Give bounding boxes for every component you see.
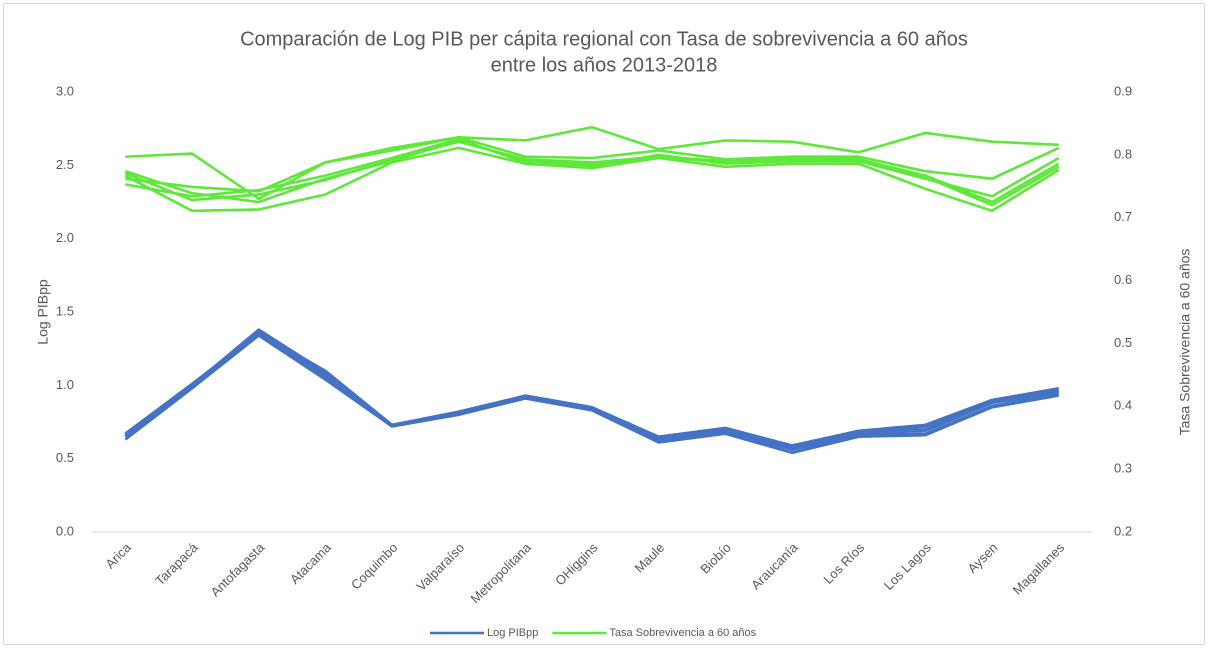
chart-frame — [3, 3, 1205, 645]
y2-tick-label: 0.7 — [1114, 209, 1132, 224]
y2-tick-label: 0.4 — [1114, 398, 1132, 413]
data-line — [125, 125, 1059, 201]
y2-tick-label: 0.3 — [1114, 461, 1132, 476]
y-tick-label: 1.5 — [56, 303, 74, 318]
y2-tick-label: 0.8 — [1114, 146, 1132, 161]
y-tick-label: 3.0 — [56, 83, 74, 98]
data-line — [124, 139, 1060, 204]
y-tick-label: 2.0 — [56, 230, 74, 245]
y2-tick-label: 0.5 — [1114, 335, 1132, 350]
y2-tick-label: 0.6 — [1114, 272, 1132, 287]
y-tick-label: 0.5 — [56, 450, 74, 465]
y-tick-label: 0.0 — [56, 523, 74, 538]
y2-tick-label: 0.2 — [1114, 523, 1132, 538]
y-axis-title: Log PIBpp — [35, 279, 51, 345]
chart-subtitle: entre los años 2013-2018 — [491, 54, 718, 76]
legend-label: Log PIBpp — [487, 627, 538, 639]
data-line — [124, 334, 1059, 455]
y2-axis-title: Tasa Sobrevivencia a 60 años — [1177, 249, 1193, 436]
legend-label: Tasa Sobrevivencia a 60 años — [609, 627, 756, 639]
data-line — [124, 140, 1060, 207]
chart-title: Comparación de Log PIB per cápita region… — [240, 28, 968, 50]
data-line — [124, 331, 1059, 447]
y2-tick-label: 0.9 — [1114, 83, 1132, 98]
y-tick-label: 2.5 — [56, 157, 74, 172]
y-tick-label: 1.0 — [56, 377, 74, 392]
data-line — [125, 136, 1060, 193]
